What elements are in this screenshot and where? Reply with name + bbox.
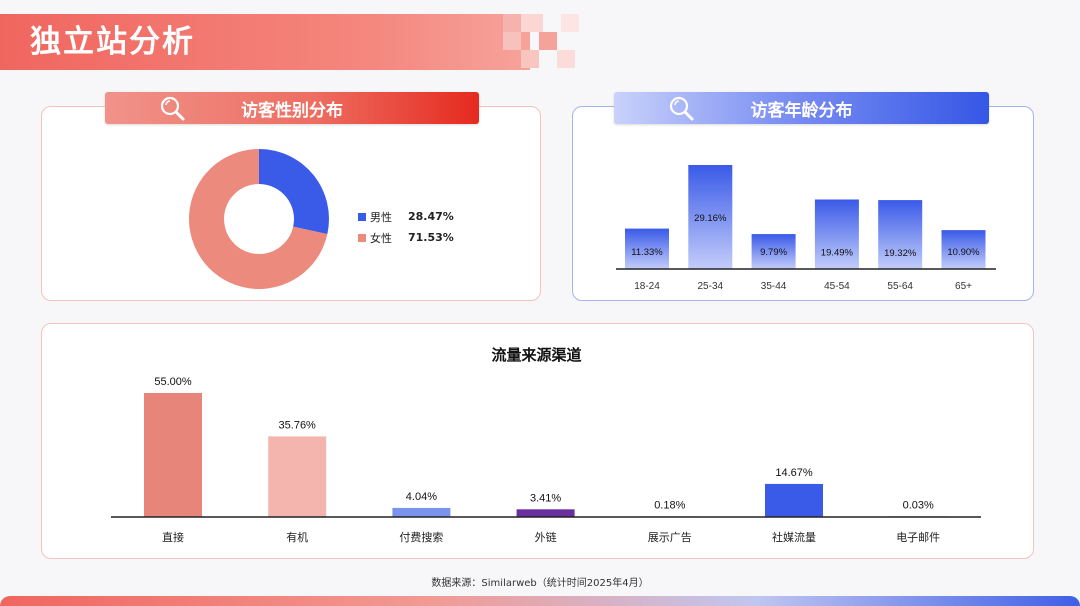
legend-value-male: 28.47%	[408, 210, 454, 223]
gender-legend: 男性 28.47% 女性 71.53%	[358, 206, 454, 248]
traffic-bar-value-label: 0.03%	[903, 499, 934, 511]
traffic-category-label: 社媒流量	[772, 530, 816, 544]
age-tab: 访客年龄分布	[614, 92, 989, 124]
traffic-bar-value-label: 3.41%	[530, 492, 561, 504]
age-bar-value-label: 9.79%	[760, 247, 787, 258]
age-bar	[814, 199, 859, 269]
traffic-category-label: 有机	[286, 530, 308, 544]
traffic-card	[41, 323, 1034, 559]
legend-item-female: 女性 71.53%	[358, 227, 454, 248]
traffic-bar	[392, 507, 451, 517]
age-bar	[625, 228, 669, 269]
traffic-chart-title: 流量来源渠道	[491, 346, 582, 364]
traffic-bar-value-label: 0.18%	[654, 499, 685, 511]
page-title: 独立站分析	[30, 24, 195, 60]
search-icon	[669, 96, 694, 121]
gender-tab-label: 访客性别分布	[241, 100, 343, 121]
age-bar-value-label: 29.16%	[694, 213, 727, 224]
age-category-label: 65+	[955, 281, 972, 292]
gender-donut-chart	[189, 149, 329, 289]
data-source-note: 数据来源：Similarweb（统计时间2025年4月）	[431, 578, 649, 589]
traffic-category-label: 付费搜索	[399, 530, 443, 544]
traffic-bar-value-label: 14.67%	[775, 467, 813, 479]
traffic-category-label: 展示广告	[648, 531, 692, 544]
traffic-bar	[516, 509, 575, 517]
traffic-bar-value-label: 35.76%	[279, 419, 317, 431]
traffic-category-label: 外链	[535, 530, 557, 544]
age-bar	[941, 230, 986, 269]
traffic-bar-chart: 55.00% 直接 35.76% 有机 4.04% 付费搜索 3.41% 外链 0.18% 展示广…	[111, 376, 981, 544]
traffic-bar-value-label: 55.00%	[154, 376, 192, 388]
legend-label-female: 女性	[370, 231, 392, 245]
legend-item-male: 男性 28.47%	[358, 206, 454, 227]
age-category-label: 18-24	[634, 281, 660, 292]
age-bar-chart: 11.33% 18-24 29.16% 25-34 9.79% 35-44 19.49% 45…	[616, 164, 996, 292]
age-category-label: 55-64	[887, 281, 913, 292]
age-bar-value-label: 10.90%	[947, 247, 980, 258]
age-bar-value-label: 11.33%	[631, 247, 663, 258]
donut-slice-male	[259, 149, 329, 235]
age-bar	[878, 200, 923, 269]
legend-value-female: 71.53%	[408, 231, 454, 244]
age-bar	[688, 164, 733, 269]
age-category-label: 35-44	[761, 281, 787, 292]
traffic-bar	[144, 393, 202, 517]
header-banner	[0, 14, 530, 70]
legend-swatch-female	[358, 233, 366, 242]
search-icon	[160, 96, 185, 121]
traffic-bar-value-label: 4.04%	[406, 491, 437, 503]
donut-slice-female	[189, 149, 328, 289]
legend-label-male: 男性	[370, 210, 392, 224]
traffic-bar	[268, 436, 327, 517]
age-bar-value-label: 19.32%	[884, 248, 917, 259]
age-tab-label: 访客年龄分布	[750, 100, 853, 121]
age-category-label: 25-34	[698, 281, 724, 292]
age-bar	[751, 234, 796, 269]
gender-tab: 访客性别分布	[105, 92, 479, 124]
legend-swatch-male	[358, 212, 366, 221]
footer-bar	[0, 596, 1080, 606]
age-bar-value-label: 19.49%	[821, 247, 854, 258]
traffic-category-label: 电子邮件	[896, 531, 940, 544]
traffic-bar	[765, 483, 823, 517]
traffic-category-label: 直接	[162, 530, 184, 544]
age-category-label: 45-54	[824, 281, 850, 292]
